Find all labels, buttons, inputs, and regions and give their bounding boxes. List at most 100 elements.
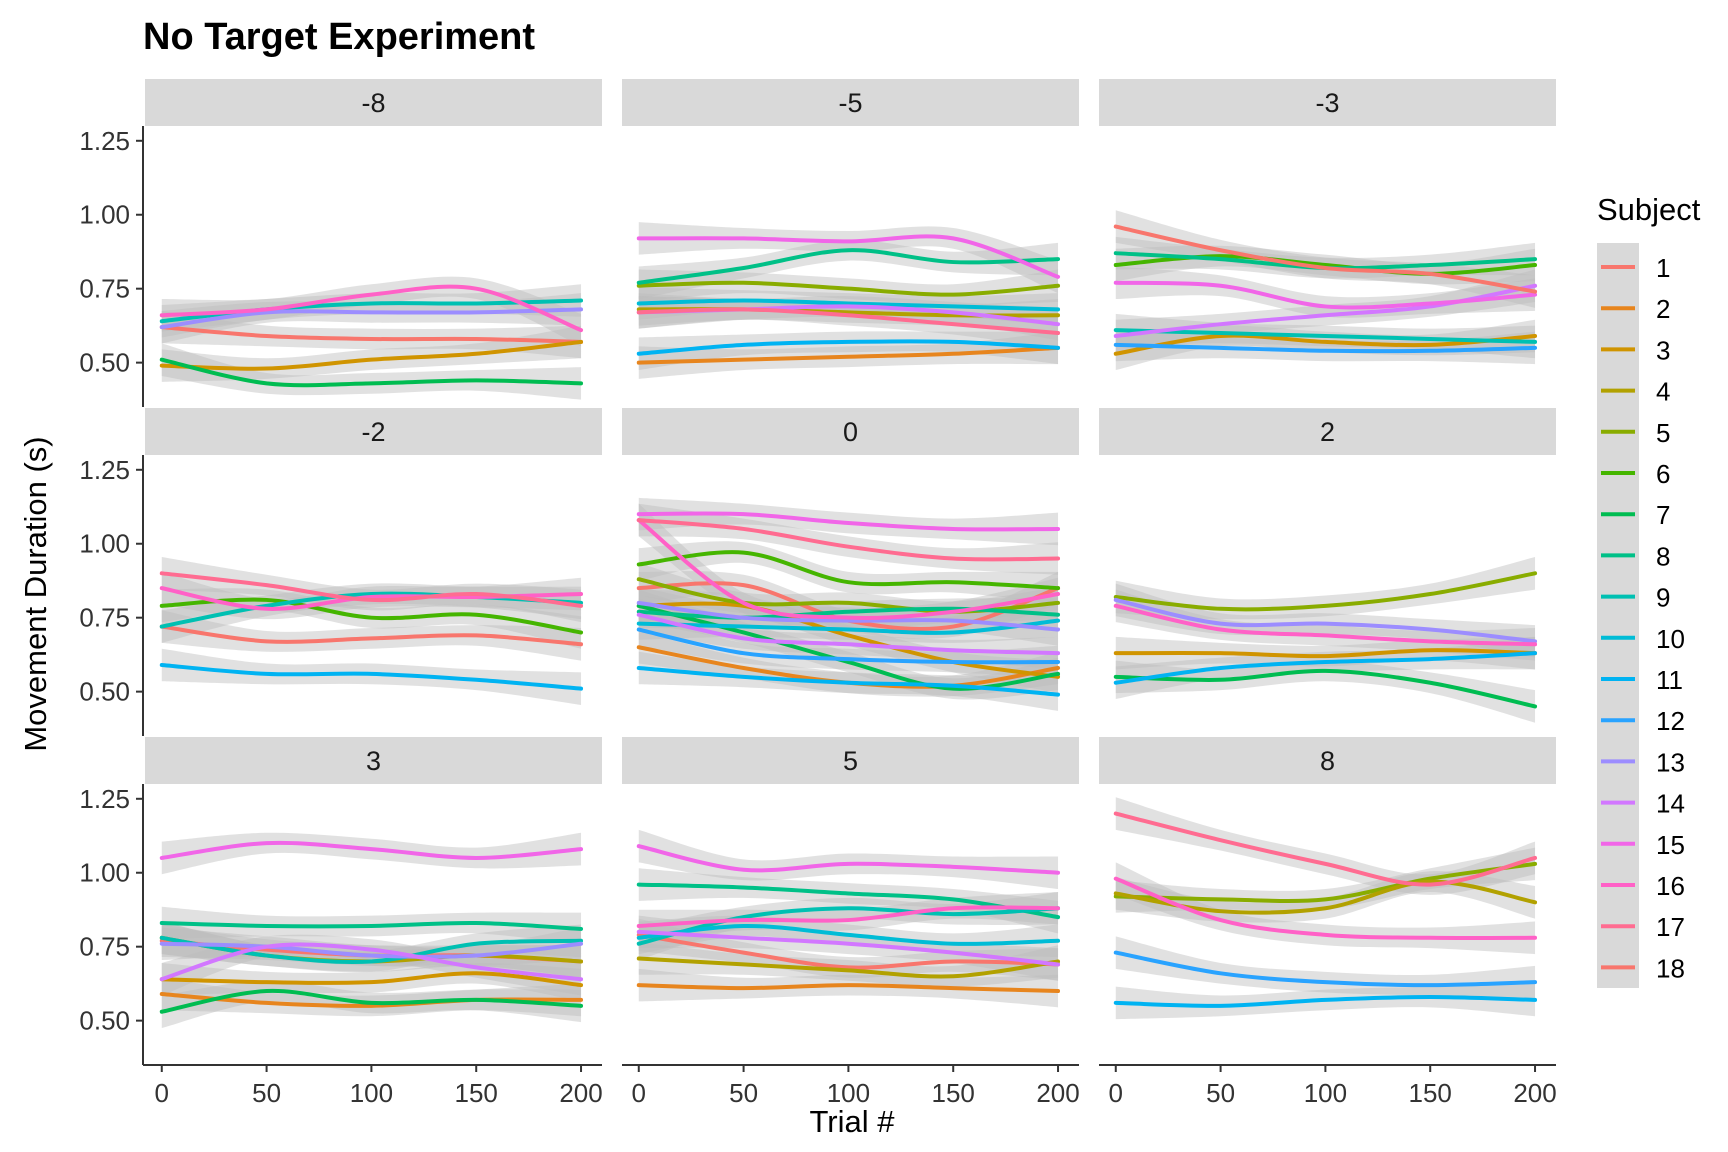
y-tick-label: 0.50: [79, 348, 130, 378]
x-tick-label: 50: [1206, 1078, 1235, 1108]
y-tick-label: 1.00: [79, 858, 130, 888]
series-line-subject-16: [636, 905, 1061, 928]
x-tick-label: 100: [350, 1078, 393, 1108]
series-line-subject-9: [636, 906, 1061, 946]
confidence-band: [638, 630, 1059, 697]
confidence-band: [638, 541, 1059, 605]
series-line-subject-3: [159, 971, 584, 988]
confidence-band: [161, 648, 582, 705]
confidence-band: [638, 968, 1059, 1008]
confidence-band: [1115, 583, 1536, 658]
facet-strip-label: 5: [843, 746, 858, 776]
series-line-subject-15: [636, 844, 1061, 875]
series-line-subject-3: [636, 601, 1061, 679]
confidence-band: [638, 915, 1059, 981]
facet-strip: [145, 737, 602, 784]
legend-title: Subject: [1597, 192, 1701, 227]
x-tick-label: 150: [1409, 1078, 1452, 1108]
series-line-subject-8: [159, 920, 584, 931]
confidence-band: [638, 829, 1059, 890]
legend-label: 14: [1656, 789, 1685, 819]
y-tick-label: 1.25: [79, 784, 130, 814]
x-tick-label: 100: [1304, 1078, 1347, 1108]
facet-strip: [1099, 408, 1556, 455]
y-tick-label: 0.75: [79, 932, 130, 962]
confidence-band: [638, 239, 1059, 300]
confidence-band: [1115, 236, 1536, 279]
confidence-band: [1115, 847, 1536, 913]
series-line-subject-16: [159, 284, 584, 333]
confidence-band: [638, 589, 1059, 700]
series-line-subject-10: [636, 618, 1061, 635]
confidence-band: [161, 977, 582, 1017]
confidence-band: [638, 503, 1059, 629]
facet-panel: 0: [622, 408, 1079, 711]
series-line-subject-6: [159, 597, 584, 635]
series-line-subject-8: [636, 882, 1061, 920]
series-line-subject-13: [159, 941, 584, 959]
legend-label: 5: [1656, 418, 1670, 448]
legend-key-background: [1597, 243, 1639, 988]
series-line-subject-7: [1113, 668, 1538, 709]
confidence-band: [638, 589, 1059, 694]
confidence-band: [1115, 557, 1536, 620]
facet-strip-label: 2: [1320, 417, 1335, 447]
facet-strip-label: -3: [1315, 88, 1339, 118]
series-line-subject-14: [636, 612, 1061, 656]
confidence-band: [161, 921, 582, 973]
x-tick-label: 100: [827, 1078, 870, 1108]
series-line-subject-13: [636, 600, 1061, 632]
series-line-subject-8: [636, 248, 1061, 285]
series-line-subject-11: [636, 665, 1061, 697]
facet-strip-label: -5: [838, 88, 862, 118]
legend-label: 15: [1656, 830, 1685, 860]
series-line-subject-6: [636, 550, 1061, 591]
series-line-subject-1: [159, 624, 584, 647]
series-line-subject-13: [159, 307, 584, 330]
y-tick-label: 0.75: [79, 274, 130, 304]
confidence-band: [161, 557, 582, 623]
x-axis-title: Trial #: [810, 1104, 896, 1139]
series-line-subject-10: [636, 923, 1061, 946]
series-line-subject-5: [636, 280, 1061, 297]
legend-label: 12: [1656, 706, 1685, 736]
legend-label: 4: [1656, 377, 1670, 407]
series-line-subject-9: [1113, 328, 1538, 344]
series-line-subject-11: [1113, 994, 1538, 1008]
legend-label: 8: [1656, 541, 1670, 571]
confidence-band: [161, 610, 582, 661]
x-tick-label: 50: [252, 1078, 281, 1108]
facet-strip: [145, 408, 602, 455]
series-line-subject-14: [159, 942, 584, 982]
series-line-subject-15: [636, 234, 1061, 279]
facet-panel: 2: [1099, 408, 1556, 723]
x-tick-label: 0: [632, 1078, 646, 1108]
series-line-subject-18: [1113, 224, 1538, 294]
series-line-subject-12: [636, 627, 1061, 665]
series-line-subject-2: [636, 983, 1061, 994]
facet-panel: -2 0.50 0.75 1.00 1.25: [79, 408, 602, 736]
x-tick-label: 0: [155, 1078, 169, 1108]
legend-label: 2: [1656, 294, 1670, 324]
x-tick-label: 50: [729, 1078, 758, 1108]
legend-label: 13: [1656, 747, 1685, 777]
y-axis-title: Movement Duration (s): [18, 436, 53, 751]
series-line-subject-17: [636, 518, 1061, 562]
x-tick-label: 150: [932, 1078, 975, 1108]
facet-panel: -5: [622, 79, 1079, 379]
legend-label: 1: [1656, 253, 1670, 283]
series-line-subject-16: [1113, 876, 1538, 941]
facet-strip: [1099, 737, 1556, 784]
confidence-band: [161, 276, 582, 347]
y-tick-label: 1.25: [79, 126, 130, 156]
chart-title: No Target Experiment: [143, 16, 535, 58]
series-line-subject-17: [636, 307, 1061, 336]
legend-label: 18: [1656, 953, 1685, 983]
confidence-band: [161, 343, 582, 400]
series-line-subject-10: [636, 298, 1061, 312]
series-line-subject-1: [159, 325, 584, 344]
series-line-subject-3: [159, 339, 584, 371]
